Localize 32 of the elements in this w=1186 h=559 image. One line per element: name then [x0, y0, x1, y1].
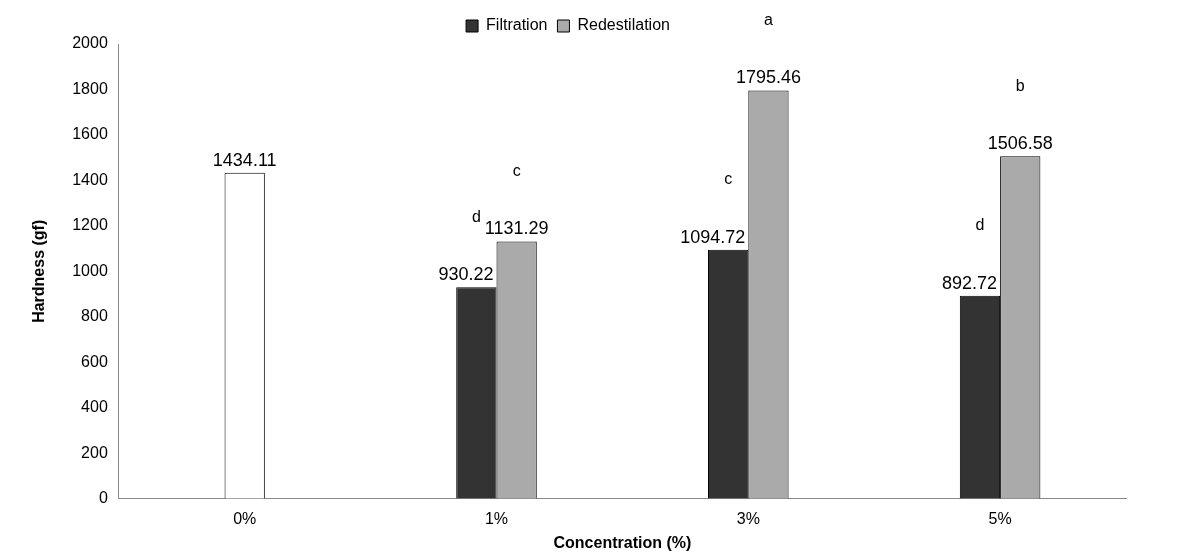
y-tick-label: 0 — [98, 489, 108, 507]
data-label: 930.22 — [438, 264, 494, 285]
x-axis-title: Concentration (%) — [553, 533, 692, 551]
y-tick-label: 2000 — [72, 34, 108, 52]
data-label: 1434.11 — [212, 149, 277, 170]
y-tick-label: 600 — [81, 352, 108, 370]
annotation: c — [512, 161, 521, 179]
y-tick-label: 1800 — [72, 79, 108, 97]
x-tick-label: 1% — [484, 509, 509, 527]
y-tick-label: 1400 — [72, 170, 108, 188]
legend-label: Redestilation — [577, 16, 670, 34]
annotation: d — [471, 207, 481, 225]
y-axis-title: Hardness (gf) — [30, 219, 48, 323]
text: a — [763, 10, 773, 28]
y-tick-label: 1000 — [72, 261, 108, 279]
annotation: d — [975, 216, 985, 234]
annotation: b — [1015, 76, 1025, 94]
y-tick-label: 400 — [81, 398, 108, 416]
x-tick-label: 3% — [736, 509, 760, 527]
data-label: 1795.46 — [735, 67, 801, 88]
data-label: 1131.29 — [484, 218, 549, 239]
data-label: 1094.72 — [680, 226, 746, 247]
annotation: c — [724, 170, 733, 188]
x-tick-label: 5% — [988, 509, 1012, 527]
y-tick-label: 1200 — [72, 216, 108, 234]
legend-label: Filtration — [486, 16, 548, 34]
y-tick-label: 200 — [81, 443, 108, 461]
y-tick-label: 1600 — [72, 125, 108, 143]
y-tick-label: 800 — [81, 307, 108, 325]
data-label: 1506.58 — [987, 133, 1053, 154]
data-label: 892.72 — [942, 272, 998, 293]
x-tick-label: 0% — [233, 509, 257, 527]
